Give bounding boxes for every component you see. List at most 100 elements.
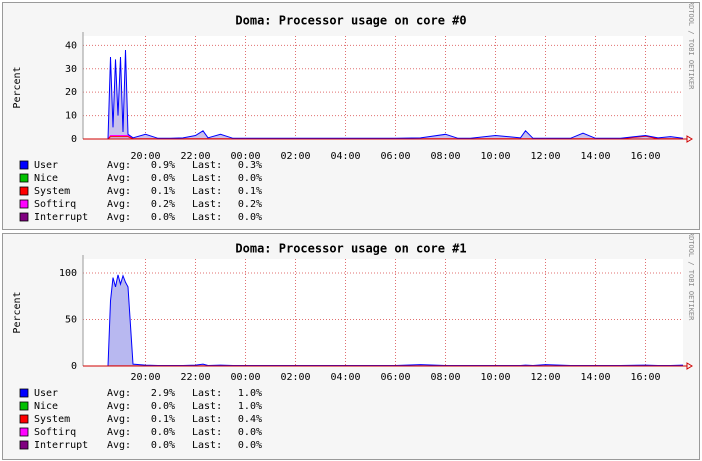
legend-last: 1.0%: [238, 401, 262, 412]
legend-avg-label: Avg:: [107, 440, 131, 451]
legend-label: System: [34, 186, 70, 197]
legend-swatch: [19, 186, 29, 196]
chart-title: Doma: Processor usage on core #1: [235, 242, 466, 256]
legend-swatch: [19, 401, 29, 411]
legend-swatch: [19, 199, 29, 209]
legend-swatch: [19, 440, 29, 450]
legend-last-label: Last:: [192, 212, 222, 223]
legend-swatch: [19, 212, 29, 222]
legend-avg: 0.1%: [151, 186, 175, 197]
x-tick-label: 08:00: [430, 151, 460, 162]
legend-last-label: Last:: [192, 427, 222, 438]
x-tick-label: 02:00: [280, 372, 310, 383]
legend-last-label: Last:: [192, 401, 222, 412]
legend-avg: 0.9%: [151, 160, 175, 171]
x-tick-label: 02:00: [280, 151, 310, 162]
legend-swatch: [19, 160, 29, 170]
legend-last: 0.0%: [238, 212, 262, 223]
x-tick-label: 10:00: [480, 151, 510, 162]
watermark: RRDTOOL / TOBI OETIKER: [687, 234, 695, 321]
x-tick-label: 04:00: [330, 151, 360, 162]
legend-last-label: Last:: [192, 414, 222, 425]
legend-avg-label: Avg:: [107, 212, 131, 223]
legend-last: 0.0%: [238, 173, 262, 184]
y-tick-label: 50: [65, 314, 77, 325]
legend-avg-label: Avg:: [107, 173, 131, 184]
chart-title: Doma: Processor usage on core #0: [235, 14, 466, 28]
x-tick-label: 14:00: [580, 151, 610, 162]
legend-last-label: Last:: [192, 173, 222, 184]
legend-avg: 2.9%: [151, 388, 175, 399]
legend-label: System: [34, 414, 70, 425]
legend-label: Interrupt: [34, 212, 88, 223]
legend-swatch: [19, 173, 29, 183]
x-tick-label: 16:00: [630, 151, 660, 162]
y-axis-label: Percent: [12, 66, 23, 108]
x-tick-label: 00:00: [230, 151, 260, 162]
legend-avg: 0.0%: [151, 173, 175, 184]
legend-label: Softirq: [34, 199, 76, 210]
x-tick-label: 08:00: [430, 372, 460, 383]
legend-last: 0.0%: [238, 440, 262, 451]
axis-arrow: [686, 135, 693, 143]
legend-last-label: Last:: [192, 440, 222, 451]
legend-label: User: [34, 160, 58, 171]
legend-label: Nice: [34, 173, 58, 184]
legend-label: Softirq: [34, 427, 76, 438]
legend-last: 1.0%: [238, 388, 262, 399]
legend-last-label: Last:: [192, 186, 222, 197]
x-tick-label: 20:00: [130, 151, 160, 162]
legend-avg: 0.2%: [151, 199, 175, 210]
legend-last: 0.4%: [238, 414, 262, 425]
series-line: [83, 50, 684, 140]
legend-last: 0.1%: [238, 186, 262, 197]
x-tick-label: 16:00: [630, 372, 660, 383]
axis-arrow: [686, 362, 693, 370]
legend-avg-label: Avg:: [107, 427, 131, 438]
x-tick-label: 00:00: [230, 372, 260, 383]
y-tick-label: 0: [71, 361, 77, 372]
plot-area: [83, 36, 683, 139]
x-tick-label: 14:00: [580, 372, 610, 383]
legend-label: Interrupt: [34, 440, 88, 451]
x-tick-label: 06:00: [380, 151, 410, 162]
legend-last-label: Last:: [192, 388, 222, 399]
x-tick-label: 20:00: [130, 372, 160, 383]
legend-last-label: Last:: [192, 199, 222, 210]
legend-swatch: [19, 427, 29, 437]
legend-avg-label: Avg:: [107, 414, 131, 425]
y-tick-label: 10: [65, 111, 77, 122]
x-tick-label: 10:00: [480, 372, 510, 383]
graph-panel: Doma: Processor usage on core #0 Percent R…: [2, 2, 700, 230]
x-tick-label: 12:00: [530, 151, 560, 162]
legend-avg: 0.0%: [151, 212, 175, 223]
legend-label: Nice: [34, 401, 58, 412]
legend-last: 0.2%: [238, 199, 262, 210]
graph-panel: Doma: Processor usage on core #1 Percent R…: [2, 233, 700, 460]
y-tick-label: 0: [71, 134, 77, 145]
legend-label: User: [34, 388, 58, 399]
x-tick-label: 12:00: [530, 372, 560, 383]
y-tick-label: 30: [65, 64, 77, 75]
legend-avg: 0.0%: [151, 440, 175, 451]
y-tick-label: 20: [65, 87, 77, 98]
legend-avg: 0.0%: [151, 427, 175, 438]
chart: Doma: Processor usage on core #0 Percent R…: [12, 3, 695, 223]
watermark: RRDTOOL / TOBI OETIKER: [687, 3, 695, 90]
legend-avg-label: Avg:: [107, 401, 131, 412]
x-tick-label: 22:00: [180, 151, 210, 162]
legend-avg: 0.0%: [151, 401, 175, 412]
x-tick-label: 22:00: [180, 372, 210, 383]
legend-avg: 0.1%: [151, 414, 175, 425]
legend-last: 0.0%: [238, 427, 262, 438]
x-tick-label: 04:00: [330, 372, 360, 383]
chart: Doma: Processor usage on core #1 Percent R…: [12, 234, 695, 451]
legend-swatch: [19, 414, 29, 424]
legend-swatch: [19, 388, 29, 398]
legend-avg-label: Avg:: [107, 160, 131, 171]
legend-avg-label: Avg:: [107, 186, 131, 197]
y-axis-label: Percent: [12, 291, 23, 333]
legend-avg-label: Avg:: [107, 199, 131, 210]
y-tick-label: 100: [59, 268, 77, 279]
